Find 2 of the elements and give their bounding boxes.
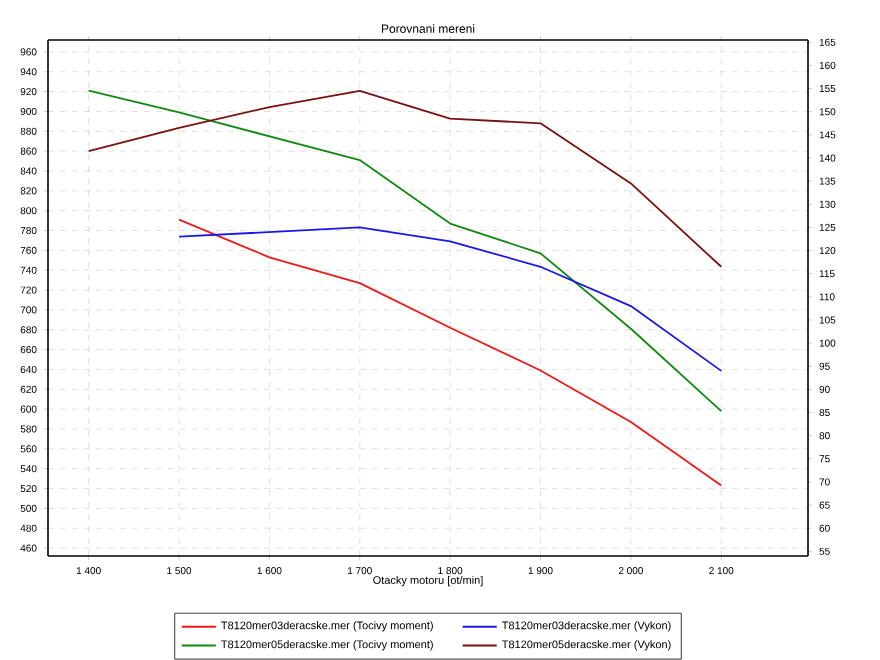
line-series bbox=[87, 90, 723, 268]
line-series bbox=[178, 218, 723, 487]
